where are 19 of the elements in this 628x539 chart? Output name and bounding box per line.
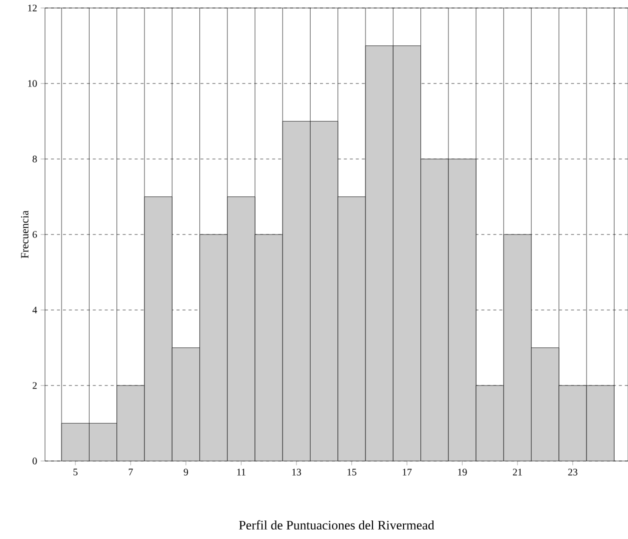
x-tick-label: 13: [292, 468, 302, 476]
x-tick-label: 23: [568, 468, 578, 476]
x-tick-label: 17: [402, 468, 412, 476]
x-tick-label: 21: [512, 468, 522, 476]
y-tick-label: 10: [28, 80, 37, 87]
y-tick-label: 8: [32, 156, 37, 162]
y-axis-title: Frecuencia: [21, 210, 28, 258]
x-tick-label: 5: [73, 468, 78, 476]
y-tick-label: 0: [32, 458, 37, 464]
y-tick-label: 12: [28, 4, 37, 12]
x-tick-label: 9: [184, 468, 188, 476]
x-axis-title: Perfil de Puntuaciones del Rivermead: [239, 520, 434, 530]
x-tick-label: 19: [458, 468, 467, 476]
x-tick-label: 7: [128, 468, 133, 476]
y-tick-label: 4: [32, 306, 38, 314]
y-tick-label: 6: [32, 231, 37, 238]
x-tick-label: 15: [348, 468, 356, 476]
x-tick-label: 11: [237, 468, 246, 476]
y-tick-label: 2: [32, 382, 37, 389]
